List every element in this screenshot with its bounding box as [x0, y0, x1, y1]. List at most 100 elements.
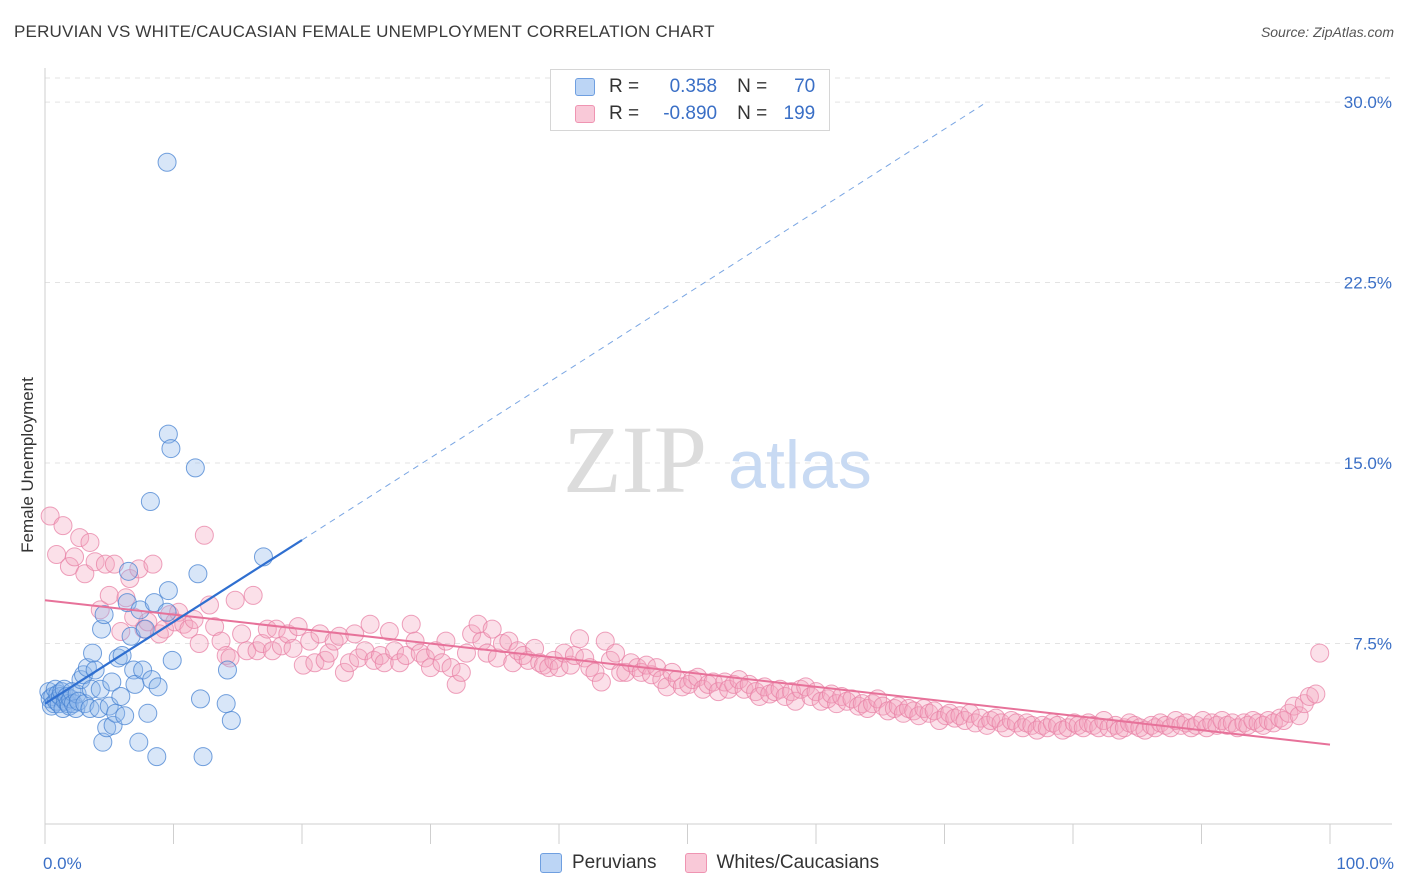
watermark-atlas: atlas: [728, 427, 872, 503]
whites-point: [919, 703, 939, 723]
peruvian-point: [90, 679, 110, 699]
whites-point: [1289, 706, 1309, 726]
whites-point: [899, 698, 919, 718]
whites-point: [1125, 715, 1145, 735]
whites-trend-line: [44, 599, 1331, 746]
whites-point: [194, 525, 214, 545]
whites-point: [591, 672, 611, 692]
whites-point: [616, 662, 636, 682]
peruvian-point: [217, 660, 237, 680]
trend-lines: [44, 104, 1331, 746]
whites-point: [205, 617, 225, 637]
whites-point: [278, 624, 298, 644]
legend-item-peruvians[interactable]: Peruvians: [540, 852, 657, 874]
whites-point: [80, 532, 100, 552]
peruvian-point: [157, 152, 177, 172]
whites-point: [99, 585, 119, 605]
whites-point: [232, 624, 252, 644]
peruvian-point: [221, 711, 241, 731]
peruvian-points: [39, 152, 273, 767]
whites-point: [220, 648, 240, 668]
whites-point: [111, 621, 131, 641]
y-tick-label: 30.0%: [1344, 93, 1392, 112]
y-axis-label: Female Unemployment: [18, 377, 37, 553]
whites-swatch: [575, 105, 595, 123]
y-tick-label: 15.0%: [1344, 454, 1392, 473]
r-value-whites: -0.890: [663, 103, 718, 124]
whites-point: [59, 557, 79, 577]
whites-point: [138, 612, 158, 632]
x-tick-label: 0.0%: [43, 854, 82, 873]
peruvian-point: [148, 677, 168, 697]
peruvian-point: [66, 698, 86, 718]
whites-point: [785, 691, 805, 711]
peruvian-point: [158, 424, 178, 444]
chart-title: PERUVIAN VS WHITE/CAUCASIAN FEMALE UNEMP…: [14, 22, 715, 41]
watermark-zip: ZIP: [563, 406, 707, 513]
whites-point: [760, 684, 780, 704]
whites-point: [360, 614, 380, 634]
peruvian-point: [190, 689, 210, 709]
whites-point: [237, 641, 257, 661]
y-tick-label: 22.5%: [1344, 274, 1392, 293]
whites-point: [385, 641, 405, 661]
peruvian-point: [119, 561, 139, 581]
whites-point: [575, 648, 595, 668]
whites-point: [1001, 711, 1021, 731]
stats-legend: R = 0.358 N = 70 R = -0.890 N = 199: [550, 69, 830, 131]
peruvian-point: [193, 747, 213, 767]
whites-point: [252, 634, 272, 654]
whites-point: [446, 674, 466, 694]
whites-point: [40, 506, 60, 526]
watermark: ZIP atlas: [563, 406, 872, 513]
n-label: N =: [737, 103, 768, 124]
legend-row-whites: R = -0.890 N = 199: [575, 103, 815, 125]
whites-point: [503, 653, 523, 673]
peruvian-point: [111, 686, 131, 706]
whites-point: [189, 634, 209, 654]
whites-point: [184, 609, 204, 629]
r-label: R =: [609, 76, 640, 97]
whites-point: [929, 711, 949, 731]
axes: [44, 68, 1392, 844]
whites-point: [837, 691, 857, 711]
peruvian-point: [216, 694, 236, 714]
legend-item-whites[interactable]: Whites/Caucasians: [684, 852, 879, 874]
whites-point: [379, 621, 399, 641]
whites-point: [70, 528, 90, 548]
peruvian-point: [147, 747, 167, 767]
whites-point: [585, 662, 605, 682]
r-value-peruvians: 0.358: [669, 76, 718, 97]
r-label: R =: [609, 103, 640, 124]
whites-point: [842, 689, 862, 709]
whites-point: [657, 677, 677, 697]
peruvians-legend-label: Peruvians: [572, 852, 657, 873]
whites-point: [775, 686, 795, 706]
legend-row-peruvians: R = 0.358 N = 70: [575, 76, 815, 98]
whites-point: [288, 617, 308, 637]
n-value-peruvians: 70: [794, 76, 816, 97]
whites-point: [1006, 713, 1026, 733]
peruvian-point: [161, 439, 181, 459]
peruvian-point: [102, 672, 122, 692]
n-label: N =: [737, 76, 768, 97]
whites-legend-swatch: [684, 853, 707, 873]
whites-point: [349, 648, 369, 668]
peruvian-point: [162, 650, 182, 670]
peruvian-point: [94, 605, 114, 625]
whites-point: [65, 547, 85, 567]
whites-point: [300, 631, 320, 651]
peruvian-point: [129, 732, 149, 752]
peruvian-point: [92, 619, 112, 639]
whites-point: [340, 653, 360, 673]
whites-point: [606, 643, 626, 663]
whites-point: [426, 641, 446, 661]
whites-point: [401, 614, 421, 634]
whites-point: [570, 629, 590, 649]
whites-point: [225, 590, 245, 610]
whites-point: [1243, 711, 1263, 731]
whites-point: [1017, 713, 1037, 733]
whites-point: [283, 638, 303, 658]
source-label: Source: ZipAtlas.com: [1260, 24, 1394, 40]
peruvian-point: [61, 689, 81, 709]
